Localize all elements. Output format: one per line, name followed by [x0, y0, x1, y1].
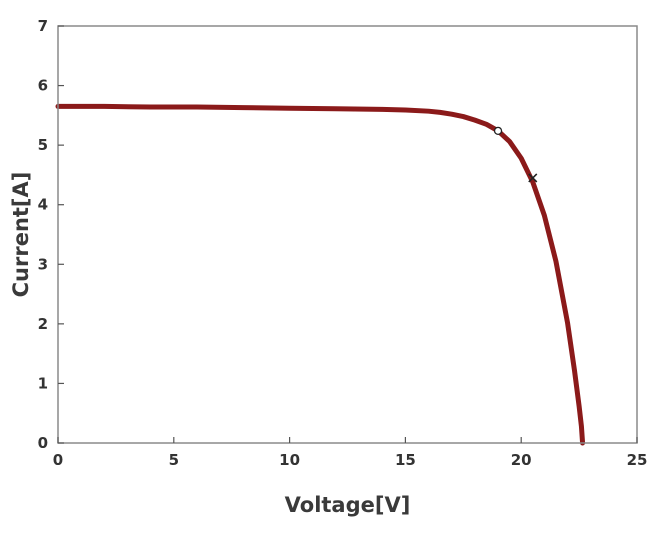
x-tick-label: 0: [53, 451, 63, 469]
x-tick-label: 5: [169, 451, 179, 469]
y-tick-label: 4: [38, 196, 48, 214]
operating-point-marker: [493, 126, 503, 135]
y-tick-label: 3: [38, 255, 48, 273]
marker-layer: [493, 126, 538, 183]
y-axis-ticks: 0 1 2 3 4 5 6 7: [38, 17, 64, 452]
y-tick-label: 6: [38, 77, 48, 95]
y-axis-title: Current[A]: [9, 172, 33, 298]
plot-area-frame: [57, 25, 638, 444]
x-tick-label: 25: [627, 451, 648, 469]
x-tick-label: 10: [279, 451, 300, 469]
x-axis-title: Voltage[V]: [285, 493, 411, 517]
iv-curve-series-line: [55, 103, 586, 446]
y-tick-label: 5: [38, 136, 48, 154]
y-tick-label: 0: [38, 434, 48, 452]
y-tick-label: 1: [38, 374, 48, 392]
series-layer: [55, 103, 586, 446]
y-tick-label: 2: [38, 315, 48, 333]
x-tick-label: 15: [395, 451, 416, 469]
y-tick-label: 7: [38, 17, 48, 35]
x-tick-label: 20: [511, 451, 532, 469]
cross-point-marker: [528, 173, 538, 183]
x-axis-ticks: 0 5 10 15 20 25: [53, 437, 648, 469]
